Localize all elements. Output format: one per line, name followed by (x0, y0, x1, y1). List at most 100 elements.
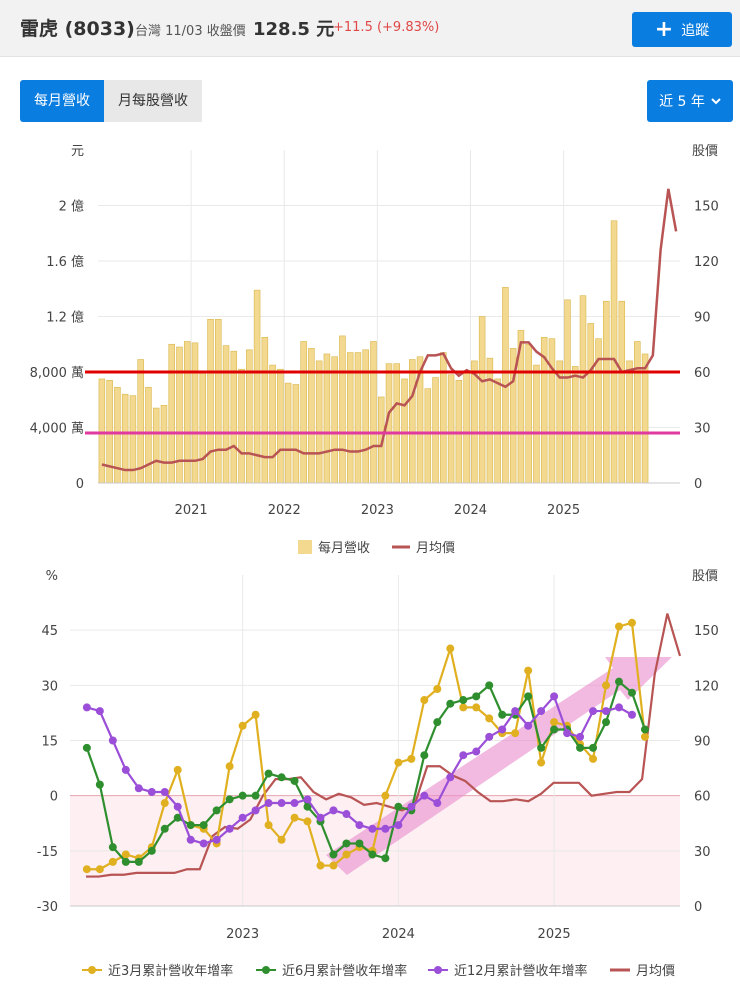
y-right-tick-label: 120 (694, 255, 719, 270)
growth-point-3m (95, 865, 104, 874)
revenue-bar (222, 345, 230, 484)
revenue-bar (556, 360, 563, 484)
growth-point-6m (160, 824, 169, 833)
revenue-bar (300, 341, 307, 484)
growth-point-12m (563, 729, 572, 738)
revenue-bar (610, 220, 618, 484)
revenue-bar (331, 356, 338, 484)
growth-point-12m (82, 703, 91, 712)
growth-point-6m (576, 743, 585, 752)
y-left-tick-label: 2 億 (59, 199, 84, 215)
growth-point-12m (173, 802, 182, 811)
y-right-tick-label: 60 (694, 366, 711, 381)
x-tick-label: 2025 (547, 503, 580, 518)
growth-point-3m (329, 861, 338, 870)
revenue-bar (564, 299, 571, 484)
y-right-unit: 股價 (692, 569, 718, 584)
growth-point-12m (121, 765, 130, 774)
growth-point-6m (355, 839, 364, 848)
growth-point-12m (420, 791, 429, 800)
revenue-bar (603, 300, 610, 484)
revenue-bar (548, 338, 556, 484)
y-left-tick-label: 0 (76, 477, 84, 492)
y-right-tick-label: 0 (694, 900, 702, 915)
growth-point-12m (459, 751, 468, 760)
revenue-bar (277, 368, 284, 484)
revenue-bar (269, 364, 276, 484)
range-dropdown[interactable]: 近 5 年 (647, 80, 733, 122)
growth-point-3m (537, 758, 546, 767)
growth-point-6m (199, 821, 208, 830)
revenue-bar (432, 377, 439, 484)
stock-name: 雷虎 (8033) (20, 18, 135, 40)
growth-point-12m (160, 787, 169, 796)
growth-point-3m (394, 758, 403, 767)
price-change: +11.5 (+9.83%) (333, 20, 440, 35)
trend-arrow (326, 657, 672, 875)
growth-point-6m (342, 839, 351, 848)
growth-point-3m (82, 865, 91, 874)
revenue-bar (160, 404, 168, 484)
growth-point-6m (433, 718, 442, 727)
growth-point-12m (95, 707, 104, 716)
follow-button[interactable]: + 追蹤 (632, 12, 732, 47)
revenue-bar (370, 341, 377, 484)
price-line (101, 188, 678, 472)
growth-point-12m (134, 784, 143, 793)
tab-monthly-revenue[interactable]: 每月營收 (20, 80, 104, 122)
growth-point-3m (316, 861, 325, 870)
growth-point-12m (186, 835, 195, 844)
revenue-bar (533, 364, 540, 484)
revenue-bar (571, 366, 579, 484)
growth-chart: -30 -15 0 15 30 45% 0 30 60 90 120 150 股價 2023 2024 202… (37, 569, 719, 979)
revenue-bar (145, 386, 152, 484)
y-right-tick-label: 0 (694, 477, 702, 492)
growth-point-6m (459, 696, 468, 705)
revenue-bar (463, 371, 470, 484)
growth-point-3m (108, 857, 117, 866)
revenue-bar (393, 363, 401, 484)
growth-point-3m (225, 762, 234, 771)
growth-point-6m (121, 857, 130, 866)
revenue-bar (494, 378, 501, 484)
x-tick-label: 2024 (382, 927, 415, 942)
y-left-tick-label: 15 (41, 735, 58, 750)
revenue-bar (486, 357, 494, 484)
growth-point-12m (524, 721, 533, 730)
growth-point-3m (472, 703, 481, 712)
tab-monthly-eps-revenue[interactable]: 月每股營收 (104, 80, 202, 122)
revenue-bar (401, 378, 408, 484)
legend-swatch-revenue (298, 540, 312, 554)
follow-label: 追蹤 (681, 22, 710, 39)
legend-dot-12m (434, 966, 442, 974)
growth-point-6m (394, 802, 403, 811)
growth-point-12m (394, 821, 403, 830)
growth-point-12m (433, 799, 442, 808)
growth-point-6m (186, 821, 195, 830)
growth-point-12m (446, 773, 455, 782)
growth-point-3m (121, 850, 130, 859)
growth-point-6m (381, 854, 390, 863)
growth-point-6m (589, 743, 598, 752)
growth-point-6m (420, 751, 429, 760)
revenue-bar (137, 359, 144, 484)
growth-point-12m (264, 799, 273, 808)
growth-point-6m (368, 850, 377, 859)
revenue-bar (626, 360, 633, 484)
revenue-bar (424, 388, 432, 484)
growth-point-12m (355, 821, 364, 830)
growth-point-3m (342, 850, 351, 859)
y-left-tick-label: -15 (37, 845, 58, 860)
growth-point-12m (627, 710, 636, 719)
growth-point-6m (602, 718, 611, 727)
growth-point-12m (589, 707, 598, 716)
legend-dot-3m (88, 966, 96, 974)
legend-price2: 月均價 (636, 964, 675, 979)
y-left-tick-label: 0 (50, 790, 58, 805)
growth-point-3m (459, 703, 468, 712)
y-left-tick-label: 30 (41, 679, 58, 694)
growth-point-6m (212, 806, 221, 815)
y-left-tick-label: 1.6 億 (46, 254, 84, 270)
growth-point-6m (615, 677, 623, 686)
legend-revenue: 每月營收 (318, 540, 370, 556)
